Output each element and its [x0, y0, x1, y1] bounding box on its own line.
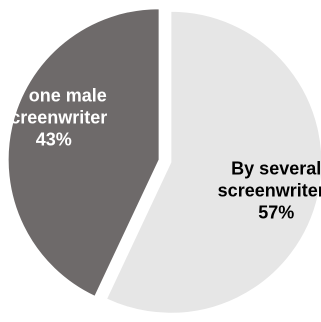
slice-label-line: By one male	[1, 85, 107, 105]
slice-label-line: screenwriters	[218, 181, 321, 201]
slice-percent-label: 57%	[258, 203, 294, 223]
pie-slice-0	[105, 10, 321, 314]
slice-label-1: By one male screenwriter 43%	[0, 85, 107, 149]
slice-label-line: By several	[231, 159, 321, 179]
slice-label-0: By severalscreenwriters57%	[218, 159, 321, 223]
slice-percent-label: 43%	[36, 129, 72, 149]
pie-slice-1	[7, 8, 160, 297]
slice-label-line: screenwriter	[0, 107, 107, 127]
